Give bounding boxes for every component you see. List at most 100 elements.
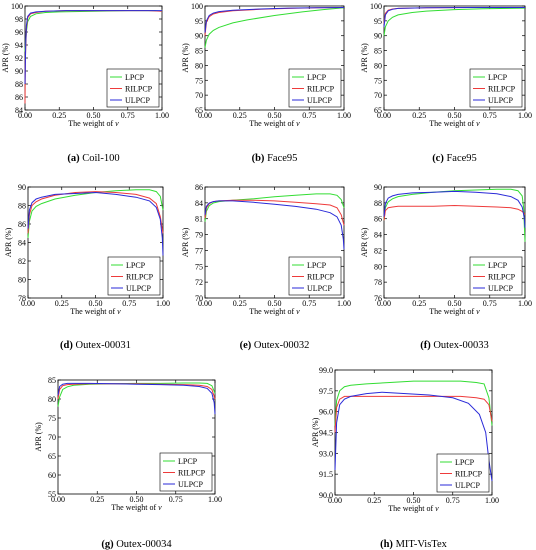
legend: LPCP RILPCP ULPCP <box>288 256 342 296</box>
x-tick-label: 0.75 <box>302 299 316 308</box>
panel-caption: (e) Outex-00032 <box>240 340 310 351</box>
x-axis-label: The weight of v <box>249 119 300 128</box>
y-tick-label: 95 <box>195 17 203 26</box>
legend-box <box>288 256 342 296</box>
y-tick-label: 96 <box>15 28 23 37</box>
x-tick-label: 1.00 <box>337 299 351 308</box>
legend-label: RILPCP <box>488 85 516 94</box>
x-tick-label: 0.75 <box>446 496 460 505</box>
y-tick-label: 76 <box>374 294 382 303</box>
x-tick-label: 0.25 <box>367 496 381 505</box>
series-line-ulpcp <box>27 191 164 256</box>
y-tick-label: 99.0 <box>319 366 333 375</box>
series-line-rilpcp <box>27 191 164 234</box>
x-tick-label: 0.25 <box>233 111 247 120</box>
x-axis-label: The weight of v <box>249 307 300 316</box>
y-tick-label: 90 <box>15 67 23 76</box>
y-axis-label: APR (%) <box>34 422 43 452</box>
x-tick-label: 1.00 <box>208 495 222 504</box>
y-tick-label: 90 <box>18 183 26 192</box>
x-tick-label: 0.50 <box>130 495 144 504</box>
panel-caption: (h) MIT-VisTex <box>380 539 448 550</box>
y-tick-label: 65 <box>48 452 56 461</box>
y-tick-label: 85 <box>195 47 203 56</box>
y-tick-label: 86 <box>15 93 23 102</box>
x-tick-label: 0.25 <box>55 299 69 308</box>
legend-label: ULPCP <box>125 96 150 105</box>
y-axis-label: APR (%) <box>1 43 10 73</box>
x-tick-label: 0.50 <box>268 111 282 120</box>
chart-panel-1: 84 86 88 90 92 94 96 98 100 0.00 0.25 0.50 0.75 1.00 T… <box>1 2 169 164</box>
y-tick-label: 90 <box>374 183 382 192</box>
panel-caption: (c) Face95 <box>432 153 477 164</box>
y-tick-label: 75 <box>374 76 382 85</box>
legend-label: LPCP <box>125 73 145 82</box>
x-tick-label: 0.25 <box>90 495 104 504</box>
y-tick-label: 90 <box>374 32 382 41</box>
chart-panel-6: 76 78 80 82 84 86 88 90 0.00 0.25 0.50 0.75 1.00 The … <box>360 183 532 351</box>
x-tick-label: 0.00 <box>18 111 32 120</box>
series-line-rilpcp <box>383 204 526 221</box>
series-line-lpcp <box>383 188 526 242</box>
y-tick-label: 70 <box>195 91 203 100</box>
x-axis-label: The weight of v <box>111 503 162 512</box>
y-tick-label: 78 <box>18 294 26 303</box>
y-tick-label: 70 <box>374 91 382 100</box>
series-line-lpcp <box>204 7 345 48</box>
legend-label: ULPCP <box>488 284 513 293</box>
legend: LPCP RILPCP ULPCP <box>436 453 490 493</box>
y-tick-label: 55 <box>48 490 56 499</box>
y-tick-label: 98 <box>15 15 23 24</box>
y-tick-label: 80 <box>195 61 203 70</box>
y-tick-label: 95 <box>374 17 382 26</box>
y-tick-label: 75 <box>195 76 203 85</box>
y-tick-label: 77 <box>195 246 203 255</box>
x-tick-label: 0.50 <box>89 299 103 308</box>
chart-panel-4: 78 80 82 84 86 88 90 0.00 0.25 0.50 0.75 1.00 The we… <box>4 183 170 351</box>
x-axis-label: The weight of v <box>70 307 121 316</box>
y-tick-label: 82 <box>18 257 26 266</box>
x-tick-label: 1.00 <box>155 111 169 120</box>
series-line-rilpcp <box>334 395 493 433</box>
legend-label: LPCP <box>307 261 327 270</box>
legend-label: ULPCP <box>178 480 203 489</box>
y-tick-label: 86 <box>18 220 26 229</box>
y-tick-label: 84 <box>18 239 26 248</box>
y-axis-label: APR (%) <box>360 43 369 73</box>
y-tick-label: 78 <box>374 278 382 287</box>
x-tick-label: 0.50 <box>87 111 101 120</box>
y-tick-label: 88 <box>15 80 23 89</box>
x-tick-label: 0.00 <box>21 299 35 308</box>
series-line-ulpcp <box>383 190 526 228</box>
y-tick-label: 86 <box>195 183 203 192</box>
x-tick-label: 1.00 <box>485 496 499 505</box>
y-tick-label: 100 <box>370 2 382 11</box>
legend-label: RILPCP <box>178 469 206 478</box>
legend-label: LPCP <box>455 458 475 467</box>
x-tick-label: 0.00 <box>51 495 65 504</box>
y-tick-label: 82 <box>374 246 382 255</box>
series-line-rilpcp <box>204 199 345 226</box>
x-axis-label: The weight of v <box>388 504 439 513</box>
x-tick-label: 0.50 <box>448 299 462 308</box>
x-tick-label: 0.75 <box>483 111 497 120</box>
legend: LPCP RILPCP ULPCP <box>469 68 523 108</box>
legend: LPCP RILPCP ULPCP <box>288 68 342 108</box>
y-tick-label: 79 <box>195 231 203 240</box>
y-tick-label: 96.0 <box>319 408 333 417</box>
legend: LPCP RILPCP ULPCP <box>106 68 160 108</box>
x-tick-label: 0.00 <box>198 111 212 120</box>
x-tick-label: 0.75 <box>302 111 316 120</box>
legend-label: RILPCP <box>307 85 335 94</box>
legend: LPCP RILPCP ULPCP <box>159 452 213 492</box>
series-line-ulpcp <box>57 382 216 415</box>
chart-panel-8: 90.0 91.5 93.0 94.5 96.0 97.5 99.0 0.00 0.25 0.50… <box>311 366 499 550</box>
y-axis-label: APR (%) <box>181 227 190 257</box>
series-line-ulpcp <box>383 7 525 27</box>
legend-label: LPCP <box>488 73 508 82</box>
y-axis-label: APR (%) <box>181 43 190 73</box>
y-tick-label: 90 <box>195 32 203 41</box>
x-tick-label: 0.00 <box>328 496 342 505</box>
legend-label: ULPCP <box>488 96 513 105</box>
y-tick-label: 92 <box>15 54 23 63</box>
